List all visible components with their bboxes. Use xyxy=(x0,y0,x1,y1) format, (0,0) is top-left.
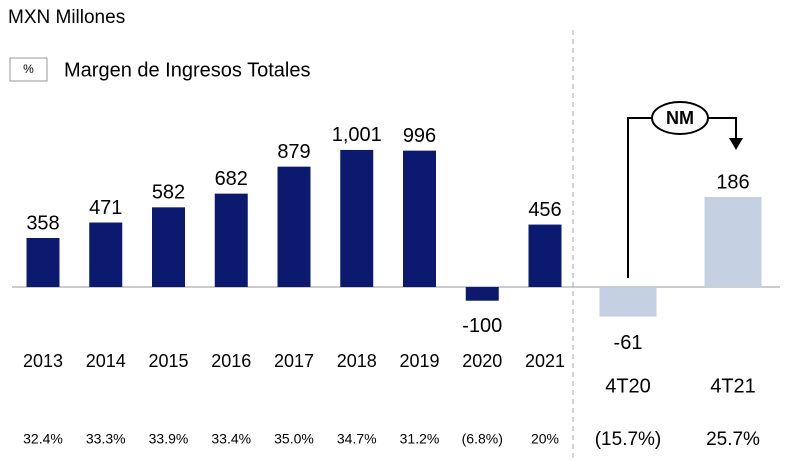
arrow-head xyxy=(729,138,743,150)
bar xyxy=(277,166,311,288)
bar xyxy=(465,287,499,301)
margin-label: 33.4% xyxy=(211,431,251,447)
x-tick-label: 2020 xyxy=(462,351,502,371)
x-tick-label: 2015 xyxy=(148,351,188,371)
bar xyxy=(214,193,248,288)
x-tick-label: 2019 xyxy=(399,351,439,371)
value-label: -61 xyxy=(614,332,643,354)
x-tick-label: 2021 xyxy=(525,351,565,371)
bar xyxy=(152,207,185,288)
margin-label: 33.3% xyxy=(86,431,126,447)
legend-label: Margen de Ingresos Totales xyxy=(64,59,310,81)
x-tick-label: 2017 xyxy=(274,351,314,371)
bar xyxy=(599,287,657,317)
x-tick-label: 2016 xyxy=(211,351,251,371)
connector xyxy=(708,117,737,140)
margin-label: 35.0% xyxy=(274,431,314,447)
margin-label: 31.2% xyxy=(400,431,440,447)
x-tick-label: 4T21 xyxy=(710,375,756,397)
x-tick-label: 2013 xyxy=(23,351,63,371)
legend-symbol: % xyxy=(23,62,34,76)
annotation-ellipse xyxy=(651,101,709,135)
margin-label: 34.7% xyxy=(337,431,377,447)
bar xyxy=(340,149,374,288)
bar xyxy=(89,222,123,288)
legend-box xyxy=(9,57,48,82)
margin-label: 25.7% xyxy=(706,429,760,450)
value-label: -100 xyxy=(462,315,502,337)
margin-label: (6.8%) xyxy=(462,431,503,447)
value-label: 582 xyxy=(152,182,185,204)
margin-label: (15.7%) xyxy=(595,429,662,450)
value-label: 471 xyxy=(89,197,122,219)
margin-label: 20% xyxy=(531,431,559,447)
margin-label: 33.9% xyxy=(149,431,189,447)
bar xyxy=(26,237,60,288)
bar xyxy=(403,150,436,288)
value-label: 456 xyxy=(528,199,561,221)
value-label: 682 xyxy=(215,168,248,190)
value-label: 879 xyxy=(277,141,310,163)
margin-label: 32.4% xyxy=(23,431,63,447)
x-tick-label: 4T20 xyxy=(605,375,651,397)
bar xyxy=(528,224,562,288)
x-tick-label: 2014 xyxy=(86,351,126,371)
bar xyxy=(704,196,762,288)
x-tick-label: 2018 xyxy=(337,351,377,371)
subtitle: MXN Millones xyxy=(8,7,125,28)
value-label: 996 xyxy=(403,125,436,147)
connector xyxy=(627,117,652,278)
value-label: 358 xyxy=(26,212,59,234)
annotation: NM xyxy=(666,108,694,128)
value-label: 1,001 xyxy=(332,124,382,146)
value-label: 186 xyxy=(716,171,749,193)
